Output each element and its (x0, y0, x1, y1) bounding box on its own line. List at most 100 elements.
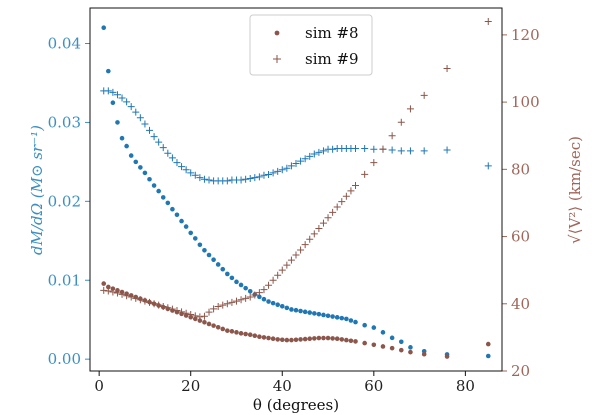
data-point (388, 132, 396, 140)
data-point (255, 289, 263, 297)
data-point (138, 165, 143, 170)
y-right-tick-label: 40 (511, 295, 530, 313)
data-point (115, 120, 120, 125)
data-point (269, 169, 277, 177)
data-point (196, 174, 204, 182)
data-point (150, 133, 158, 141)
data-point (260, 171, 268, 179)
data-point (243, 331, 248, 337)
data-point (266, 335, 271, 341)
data-point (257, 334, 262, 340)
data-point (302, 336, 308, 342)
y-axis-title-left: dM/dΩ (M⊙ sr⁻¹) (28, 125, 46, 255)
data-point (104, 287, 112, 295)
data-point (333, 203, 341, 211)
data-point (191, 312, 199, 320)
data-point (223, 300, 231, 308)
data-point (278, 166, 286, 174)
data-point (279, 303, 285, 309)
legend: sim #8 sim #9 (249, 14, 373, 76)
data-point (200, 312, 208, 320)
data-point (408, 349, 413, 355)
data-point (265, 171, 273, 179)
data-point (113, 289, 121, 297)
y-left-tick-label: 0.03 (48, 113, 81, 131)
data-point (361, 144, 369, 152)
data-point (398, 339, 404, 345)
data-point (188, 230, 194, 236)
data-point (306, 235, 314, 243)
data-point (106, 68, 111, 74)
data-point (151, 183, 157, 188)
data-point (315, 148, 323, 156)
data-point (270, 336, 276, 342)
data-point (297, 157, 305, 165)
x-axis-title: θ (degrees) (253, 396, 339, 414)
data-point (187, 311, 195, 319)
data-point (312, 311, 317, 316)
data-point (485, 341, 491, 347)
data-point (283, 164, 291, 172)
data-point (270, 300, 276, 306)
data-point (389, 335, 395, 341)
data-point (101, 281, 107, 286)
legend-label-sim8: sim #8 (305, 24, 359, 42)
data-point (289, 337, 294, 343)
data-point (312, 336, 317, 341)
data-point (229, 329, 235, 334)
data-point (397, 118, 405, 126)
data-point (109, 88, 117, 96)
data-point (321, 312, 326, 318)
data-point (174, 212, 180, 218)
data-point (278, 266, 286, 274)
data-point (388, 146, 396, 154)
data-point (179, 218, 184, 224)
data-point (298, 308, 303, 314)
data-point (261, 296, 267, 302)
data-point (159, 302, 167, 310)
data-point (197, 318, 203, 323)
data-point (325, 313, 331, 319)
data-point (196, 313, 204, 321)
data-point (211, 257, 216, 263)
data-point (128, 153, 134, 158)
data-point (362, 322, 367, 328)
data-point (106, 284, 111, 290)
data-point (232, 297, 240, 305)
data-point (266, 299, 271, 304)
x-tick-label: 20 (181, 377, 200, 395)
y-right-tick-label: 120 (511, 26, 540, 44)
data-point (146, 298, 154, 306)
data-point (206, 321, 212, 327)
data-point (247, 332, 253, 338)
legend-box (249, 14, 373, 76)
data-point (247, 288, 253, 294)
data-point (342, 192, 350, 200)
data-point (293, 337, 299, 343)
x-tick-label: 0 (94, 377, 104, 395)
data-point (136, 114, 144, 122)
data-point (344, 316, 349, 322)
data-point (187, 169, 195, 177)
data-point (338, 198, 346, 206)
series-2 (101, 281, 491, 359)
data-point (298, 337, 303, 342)
data-point (398, 347, 404, 353)
data-point (223, 177, 231, 185)
data-point (146, 126, 154, 134)
data-point (325, 335, 331, 341)
data-point (339, 315, 345, 321)
data-point (141, 120, 149, 128)
data-point (310, 150, 318, 158)
data-point (274, 271, 282, 279)
data-point (191, 171, 199, 179)
data-point (109, 288, 117, 296)
data-point (292, 251, 300, 259)
data-point (348, 318, 354, 323)
data-point (352, 181, 360, 189)
data-point (289, 307, 294, 312)
data-point (319, 147, 327, 155)
data-point (246, 293, 254, 301)
data-point (238, 331, 244, 336)
